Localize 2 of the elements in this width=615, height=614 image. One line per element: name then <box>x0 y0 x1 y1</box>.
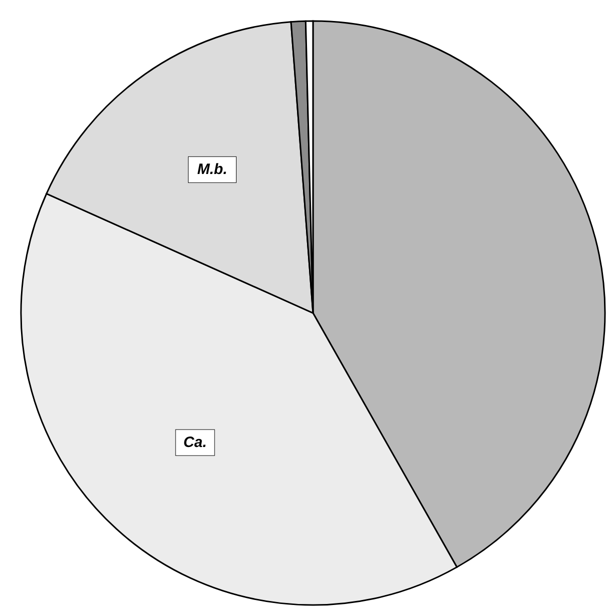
slice-label: M.b. <box>197 161 228 178</box>
slice-label: Ca. <box>183 434 207 452</box>
